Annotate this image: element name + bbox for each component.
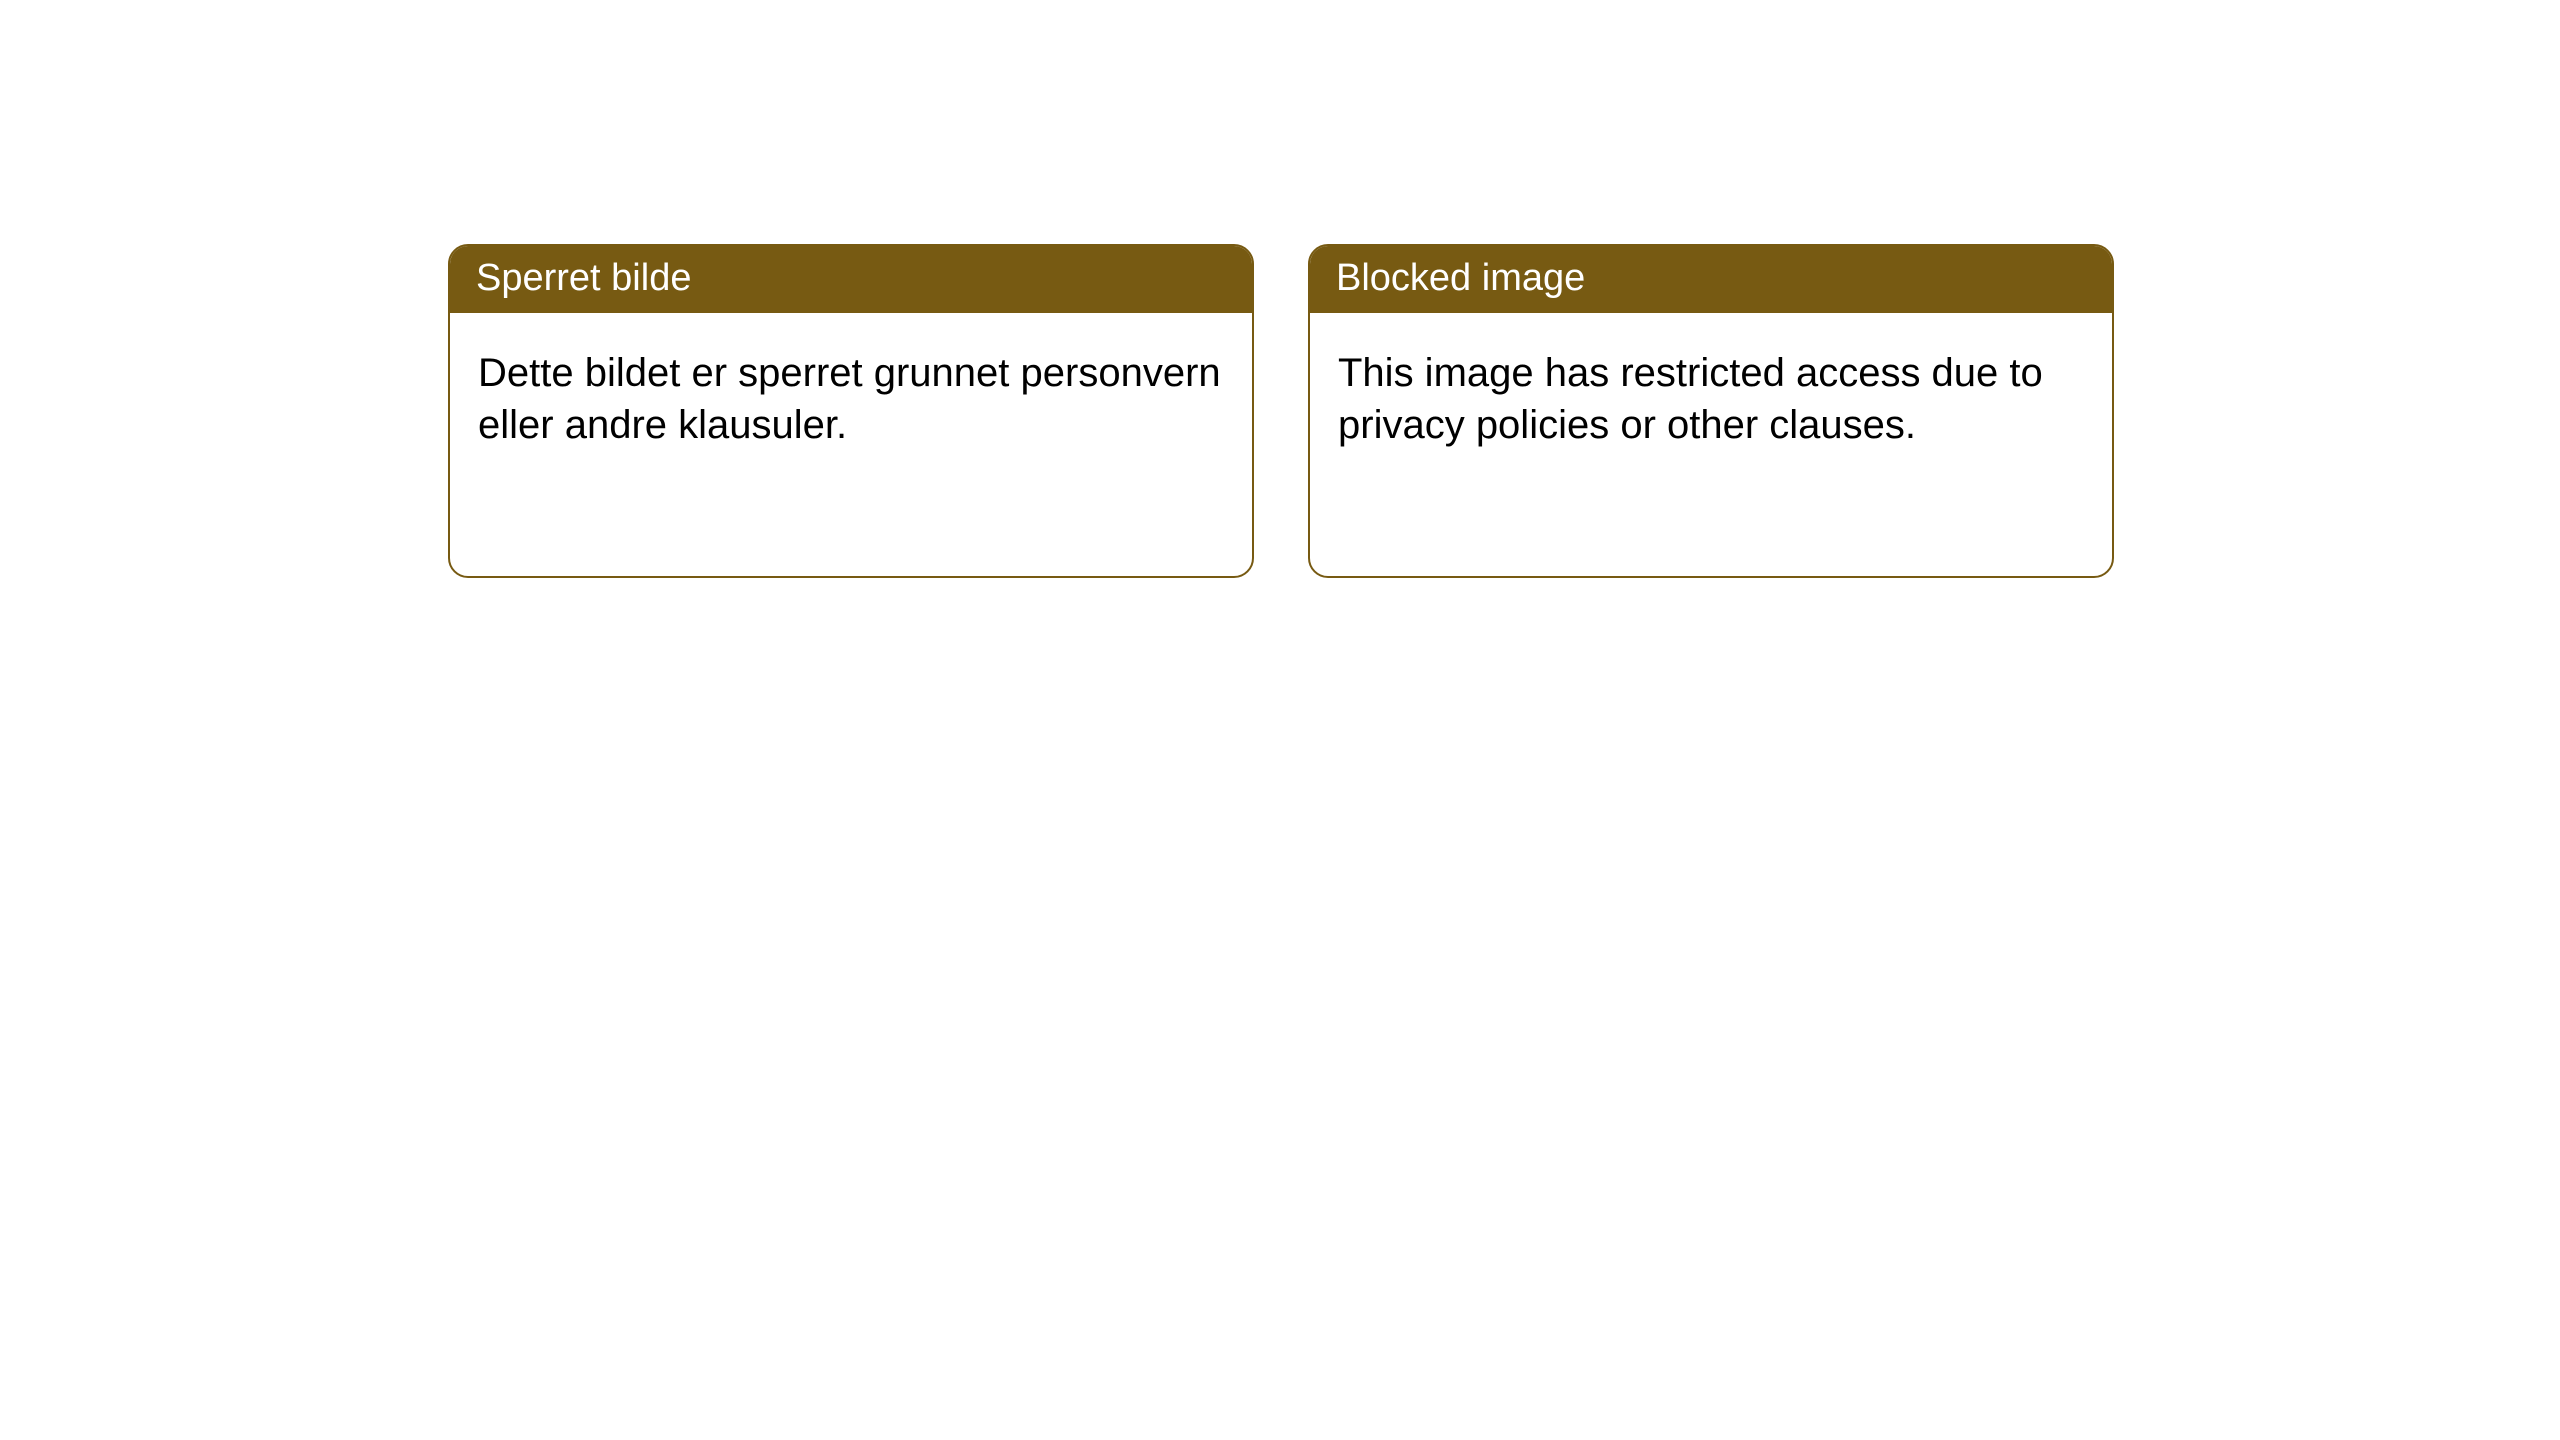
card-header: Blocked image [1310,246,2112,313]
card-body: This image has restricted access due to … [1310,313,2112,485]
notice-card-english: Blocked image This image has restricted … [1308,244,2114,578]
notice-card-norwegian: Sperret bilde Dette bildet er sperret gr… [448,244,1254,578]
card-body: Dette bildet er sperret grunnet personve… [450,313,1252,485]
card-message: This image has restricted access due to … [1338,351,2043,447]
card-title: Blocked image [1336,257,1585,299]
card-header: Sperret bilde [450,246,1252,313]
notice-container: Sperret bilde Dette bildet er sperret gr… [0,0,2560,578]
card-message: Dette bildet er sperret grunnet personve… [478,351,1221,447]
card-title: Sperret bilde [476,257,691,299]
